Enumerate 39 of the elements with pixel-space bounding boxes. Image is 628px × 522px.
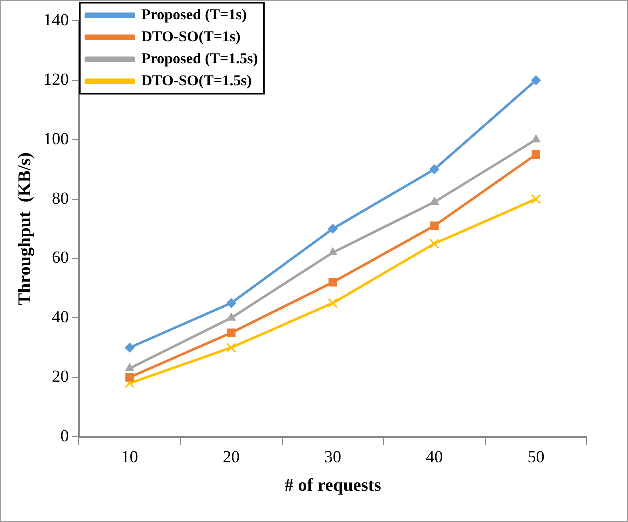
y-tick-label: 0 — [60, 426, 70, 446]
point — [126, 364, 134, 372]
legend-label: Proposed (T=1s) — [142, 7, 247, 24]
y-tick-label: 80 — [52, 188, 70, 208]
point — [227, 328, 236, 338]
point — [328, 248, 338, 256]
legend-label: Proposed (T=1.5s) — [142, 51, 258, 68]
y-tick-label: 140 — [44, 10, 70, 30]
point — [430, 238, 440, 249]
legend-label: DTO-SO(T=1s) — [142, 29, 241, 46]
y-tick-label: 100 — [44, 129, 70, 148]
point — [226, 298, 236, 308]
y-tick-label: 20 — [52, 367, 70, 386]
point — [328, 298, 338, 308]
x-tick-label: 50 — [528, 448, 545, 467]
x-tick-label: 20 — [222, 448, 240, 467]
x-tick-label: 40 — [426, 448, 444, 467]
x-tick-label: 30 — [324, 448, 342, 467]
point — [124, 378, 135, 389]
legend-label: DTO-SO(T=1.5s) — [142, 73, 252, 90]
y-axis-title: Throughput (KB/s) — [14, 152, 34, 306]
point — [126, 373, 134, 382]
point — [125, 343, 135, 353]
x-axis-title: # of requests — [284, 474, 382, 495]
point — [328, 278, 338, 287]
point — [430, 222, 439, 230]
point — [531, 194, 542, 204]
point — [227, 313, 236, 321]
point — [430, 198, 439, 206]
point — [430, 164, 440, 174]
x-tick-label: 10 — [121, 448, 138, 467]
point — [226, 342, 236, 353]
point — [532, 150, 540, 159]
point — [532, 135, 540, 143]
y-tick-label: 120 — [44, 70, 70, 89]
y-tick-label: 60 — [52, 248, 70, 268]
point — [328, 224, 338, 234]
point — [531, 76, 541, 86]
y-tick-label: 40 — [52, 308, 70, 327]
